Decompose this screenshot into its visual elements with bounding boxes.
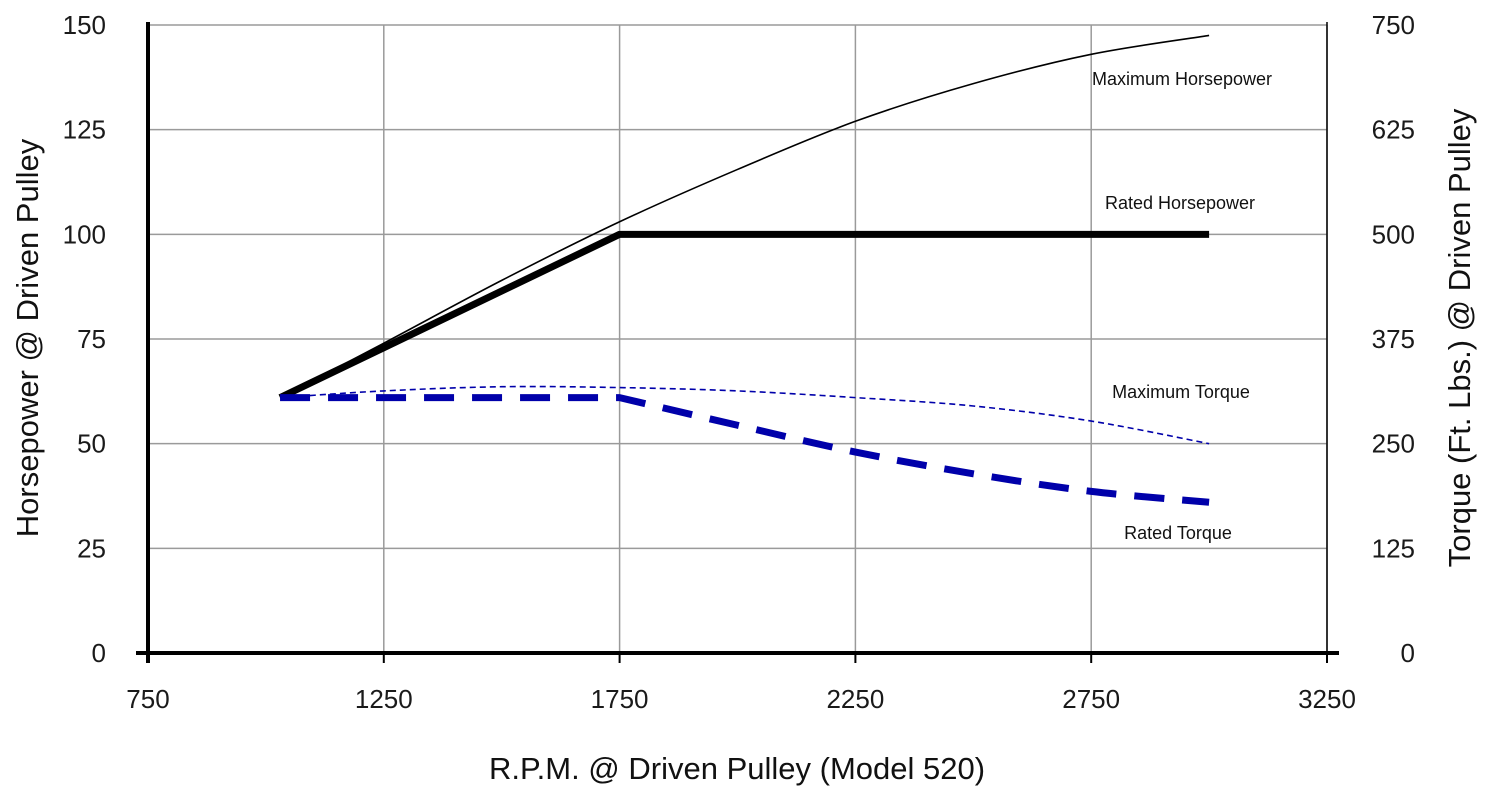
- grid-lines: [148, 24, 1328, 653]
- rated-horsepower-label: Rated Horsepower: [1105, 193, 1255, 213]
- x-tick-label: 1250: [355, 684, 413, 714]
- y2-tick-label: 375: [1372, 324, 1415, 354]
- y-tick-label: 150: [63, 10, 106, 40]
- y-tick-label: 100: [63, 219, 106, 249]
- x-tick-label: 2250: [826, 684, 884, 714]
- y2-tick-label: 750: [1372, 10, 1415, 40]
- y-tick-label: 75: [77, 324, 106, 354]
- x-tick-label: 2750: [1062, 684, 1120, 714]
- y-tick-label: 125: [63, 115, 106, 145]
- y-tick-label: 0: [92, 638, 106, 668]
- y2-tick-label: 0: [1401, 638, 1415, 668]
- rated-torque-label: Rated Torque: [1124, 523, 1232, 543]
- x-tick-label: 750: [126, 684, 169, 714]
- y2-axis-title: Torque (Ft. Lbs.) @ Driven Pulley: [1442, 108, 1477, 567]
- rated-horsepower-line: [278, 230, 1210, 401]
- maximum-horsepower-line: [279, 34, 1210, 399]
- y2-tick-label: 125: [1372, 533, 1415, 563]
- x-tick-label: 1750: [591, 684, 649, 714]
- series-group: [278, 34, 1210, 506]
- rated-torque-line: [280, 394, 1210, 506]
- x-tick-label: 3250: [1298, 684, 1356, 714]
- y2-tick-label: 250: [1372, 429, 1415, 459]
- axes-group: 0 0 25 125 50 250 75 375 100 500 125 625 150 750 750 12…: [63, 10, 1415, 714]
- y-tick-label: 25: [77, 533, 106, 563]
- y2-tick-label: 625: [1372, 115, 1415, 145]
- max-horsepower-label: Maximum Horsepower: [1092, 69, 1272, 89]
- x-axis-title: R.P.M. @ Driven Pulley (Model 520): [489, 751, 985, 786]
- maximum-torque-line: [279, 385, 1210, 445]
- series-labels: Maximum Horsepower Rated Horsepower Maxi…: [1092, 69, 1272, 543]
- y2-tick-label: 500: [1372, 219, 1415, 249]
- y-tick-label: 50: [77, 429, 106, 459]
- max-torque-label: Maximum Torque: [1112, 382, 1250, 402]
- y-axis-title: Horsepower @ Driven Pulley: [10, 138, 45, 537]
